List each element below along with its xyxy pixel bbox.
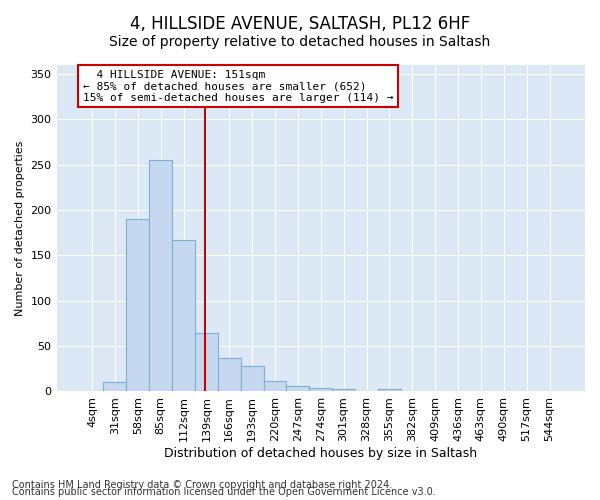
Text: 4 HILLSIDE AVENUE: 151sqm  
← 85% of detached houses are smaller (652)
15% of se: 4 HILLSIDE AVENUE: 151sqm ← 85% of detac… bbox=[83, 70, 394, 102]
Bar bbox=[263, 382, 286, 392]
Bar bbox=[241, 366, 263, 392]
Text: 4, HILLSIDE AVENUE, SALTASH, PL12 6HF: 4, HILLSIDE AVENUE, SALTASH, PL12 6HF bbox=[130, 15, 470, 33]
Bar bbox=[172, 240, 195, 392]
Text: Size of property relative to detached houses in Saltash: Size of property relative to detached ho… bbox=[109, 35, 491, 49]
Bar bbox=[80, 390, 103, 392]
Bar bbox=[310, 388, 332, 392]
Bar bbox=[378, 388, 401, 392]
Bar bbox=[332, 388, 355, 392]
Bar bbox=[103, 382, 127, 392]
Bar bbox=[149, 160, 172, 392]
Bar bbox=[195, 332, 218, 392]
Bar bbox=[446, 390, 469, 392]
Text: Contains HM Land Registry data © Crown copyright and database right 2024.: Contains HM Land Registry data © Crown c… bbox=[12, 480, 392, 490]
Y-axis label: Number of detached properties: Number of detached properties bbox=[15, 140, 25, 316]
Bar bbox=[538, 390, 561, 392]
Bar bbox=[218, 358, 241, 392]
Bar bbox=[127, 219, 149, 392]
X-axis label: Distribution of detached houses by size in Saltash: Distribution of detached houses by size … bbox=[164, 447, 478, 460]
Text: Contains public sector information licensed under the Open Government Licence v3: Contains public sector information licen… bbox=[12, 487, 436, 497]
Bar bbox=[286, 386, 310, 392]
